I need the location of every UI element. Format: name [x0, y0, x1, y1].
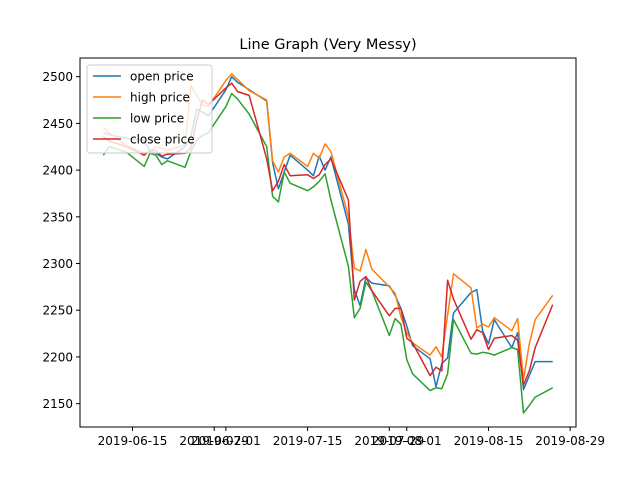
y-tick-label: 2150: [42, 397, 73, 411]
x-tick-label: 2019-08-01: [372, 434, 442, 448]
y-tick-label: 2250: [42, 304, 73, 318]
y-tick-label: 2300: [42, 257, 73, 271]
series-line-2: [102, 92, 554, 414]
y-tick-label: 2200: [42, 350, 73, 364]
y-tick-label: 2500: [42, 70, 73, 84]
x-tick-label: 2019-08-29: [535, 434, 605, 448]
y-tick-label: 2400: [42, 164, 73, 178]
legend: open price high price low price close price: [86, 64, 213, 154]
y-axis: 2150 2200 2250 2300 2350 2400 2450 2500: [42, 70, 80, 411]
chart-title: Line Graph (Very Messy): [239, 37, 416, 53]
x-tick-label: 2019-06-15: [98, 434, 168, 448]
x-tick-label: 2019-07-15: [273, 434, 343, 448]
x-tick-label: 2019-07-01: [191, 434, 261, 448]
legend-label-2: low price: [130, 112, 184, 126]
y-tick-label: 2450: [42, 117, 73, 131]
x-tick-label: 2019-06-29: [179, 434, 249, 448]
legend-frame: [86, 64, 213, 154]
legend-label-3: close price: [130, 133, 195, 147]
legend-label-0: open price: [130, 70, 194, 84]
x-tick-label: 2019-08-15: [454, 434, 524, 448]
legend-label-1: high price: [130, 91, 190, 105]
y-tick-label: 2350: [42, 210, 73, 224]
axes-frame: [79, 57, 577, 428]
x-tick-label: 2019-07-29: [354, 434, 424, 448]
